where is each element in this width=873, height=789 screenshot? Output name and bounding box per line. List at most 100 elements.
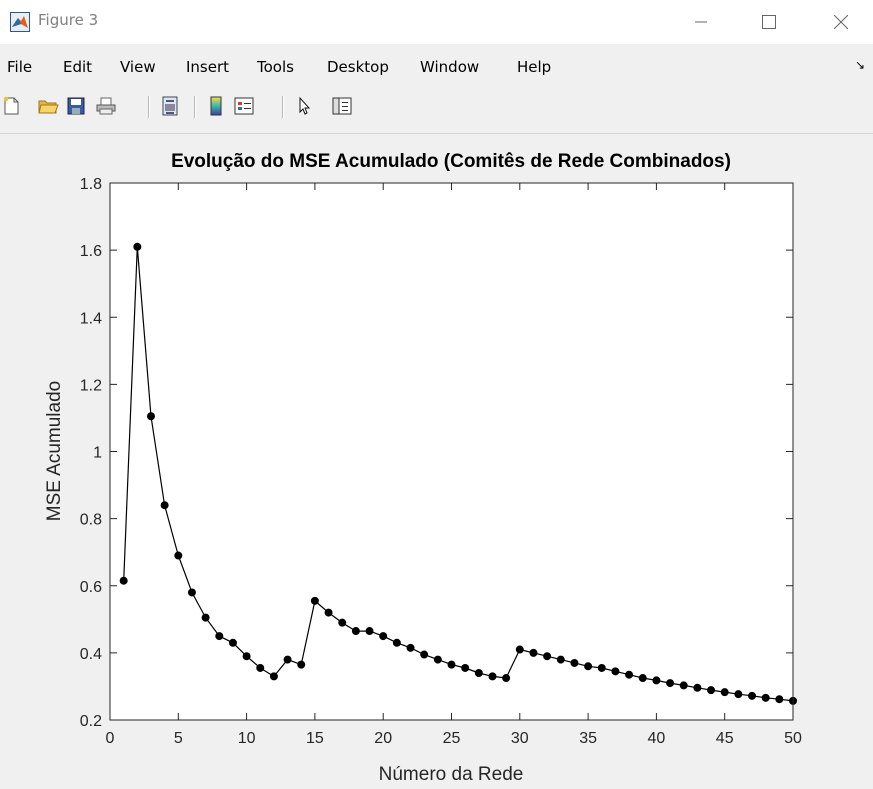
x-axis-label: Número da Rede (379, 764, 524, 785)
menu-help[interactable]: Help (517, 58, 552, 76)
property-inspector-icon (332, 97, 352, 115)
x-tick-label: 5 (174, 730, 183, 747)
y-tick-label: 0.4 (80, 646, 102, 663)
print-button[interactable] (94, 94, 118, 118)
data-point (693, 683, 702, 692)
matlab-logo-icon (10, 12, 30, 32)
data-point (160, 501, 169, 510)
data-point (215, 632, 224, 641)
x-tick-labels: 0 5 10 15 20 25 30 35 40 45 50 (106, 730, 802, 747)
y-tick-label: 0.6 (80, 579, 102, 596)
print-icon (96, 97, 116, 115)
data-point (269, 672, 278, 681)
x-tick-label: 20 (374, 730, 392, 747)
data-point (447, 660, 456, 669)
y-tick-label: 0.2 (80, 713, 102, 730)
edit-plot-arrow-icon (299, 96, 311, 115)
window-titlebar: Figure 3 (0, 0, 873, 44)
edit-plot-button[interactable] (292, 94, 316, 118)
menu-insert[interactable]: Insert (186, 58, 230, 76)
open-file-button[interactable] (36, 94, 60, 118)
menu-view[interactable]: View (120, 58, 156, 76)
menu-desktop[interactable]: Desktop (327, 58, 389, 76)
dock-figure-icon[interactable]: ↘ (854, 58, 865, 72)
data-point (201, 613, 210, 622)
data-point (652, 676, 661, 685)
y-tick-label: 1.8 (80, 176, 102, 193)
data-point (174, 551, 183, 560)
open-file-icon (38, 100, 59, 114)
data-point (570, 658, 579, 667)
data-point (406, 643, 415, 652)
insert-colorbar-button[interactable] (204, 94, 228, 118)
data-point (515, 645, 524, 654)
data-point (748, 691, 757, 700)
data-point (187, 588, 196, 597)
new-figure-button[interactable] (0, 94, 24, 118)
data-point (488, 672, 497, 681)
axes-box (109, 182, 794, 721)
data-point (707, 686, 716, 695)
menu-bar: File Edit View Insert Tools Desktop Wind… (0, 52, 873, 82)
data-point (297, 660, 306, 669)
close-button[interactable] (818, 0, 864, 44)
toolbar-separator (194, 96, 196, 118)
data-point (734, 690, 743, 699)
y-tick-label: 1.2 (80, 377, 102, 394)
close-icon (834, 15, 848, 29)
minimize-button[interactable] (678, 0, 724, 44)
data-point (433, 655, 442, 664)
data-markers (119, 242, 797, 705)
y-tick-label: 0.8 (80, 512, 102, 529)
data-point (502, 674, 511, 683)
data-point (242, 652, 251, 661)
menu-tools[interactable]: Tools (257, 58, 294, 76)
x-tick-label: 0 (106, 730, 115, 747)
data-point (543, 652, 552, 661)
insert-colorbar-icon (210, 96, 222, 116)
menu-file[interactable]: File (7, 58, 33, 76)
print-preview-icon (162, 96, 178, 116)
menu-edit[interactable]: Edit (63, 58, 93, 76)
y-tick-label: 1.4 (80, 310, 102, 327)
data-point (720, 688, 729, 697)
data-point (392, 638, 401, 647)
maximize-icon (762, 15, 776, 29)
maximize-button[interactable] (746, 0, 792, 44)
data-point (146, 412, 155, 421)
x-tick-label: 10 (238, 730, 256, 747)
data-point (584, 662, 593, 671)
insert-legend-button[interactable] (232, 94, 256, 118)
data-point (474, 669, 483, 678)
data-point (365, 627, 374, 636)
x-tick-label: 15 (306, 730, 324, 747)
figure-toolbar (0, 88, 873, 126)
data-point (625, 670, 634, 679)
minimize-icon (695, 21, 707, 23)
axes-background (110, 183, 793, 720)
data-point (119, 576, 128, 585)
menu-window[interactable]: Window (420, 58, 480, 76)
print-preview-button[interactable] (158, 94, 182, 118)
data-point (775, 695, 784, 704)
chart-title: Evolução do MSE Acumulado (Comitês de Re… (171, 151, 731, 172)
data-point (324, 608, 333, 617)
new-figure-icon (3, 96, 19, 115)
data-point (666, 679, 675, 688)
data-point (351, 627, 360, 636)
data-point (679, 681, 688, 690)
save-button[interactable] (64, 94, 88, 118)
data-point (379, 632, 388, 641)
y-tick-label: 1.6 (80, 243, 102, 260)
y-axis-label: MSE Acumulado (44, 381, 65, 521)
toolbar-separator (148, 96, 150, 118)
data-point (256, 663, 265, 672)
data-point (338, 618, 347, 627)
y-tick-label: 1 (93, 445, 102, 462)
save-icon (67, 97, 85, 115)
x-tick-label: 45 (716, 730, 734, 747)
property-inspector-button[interactable] (330, 94, 354, 118)
x-tick-label: 25 (443, 730, 461, 747)
data-point (529, 648, 538, 657)
data-point (556, 655, 565, 664)
